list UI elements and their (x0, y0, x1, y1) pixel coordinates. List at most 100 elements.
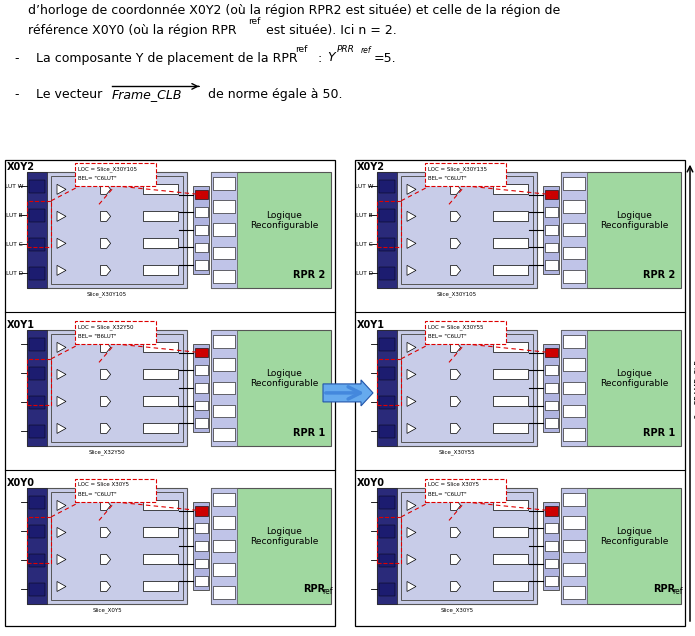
Bar (213, 247, 236, 259)
Bar (195, 523, 208, 533)
Text: LOC = Slice_X30Y55: LOC = Slice_X30Y55 (428, 324, 484, 329)
Bar (27, 330, 187, 446)
Bar (213, 586, 236, 598)
Polygon shape (450, 211, 461, 221)
Text: RPR: RPR (653, 584, 675, 594)
Bar (563, 223, 585, 236)
Text: LOC = Slice_X32Y50: LOC = Slice_X32Y50 (78, 324, 133, 329)
FancyBboxPatch shape (425, 163, 505, 186)
Bar (211, 330, 238, 446)
Bar (543, 186, 559, 274)
Bar (143, 424, 178, 433)
Bar (195, 418, 208, 428)
Bar (379, 525, 395, 538)
Bar (27, 488, 187, 604)
Text: Logique
Reconfigurable: Logique Reconfigurable (250, 527, 318, 546)
Text: RPR 1: RPR 1 (293, 428, 325, 438)
Text: ref: ref (295, 45, 307, 54)
Bar (377, 359, 401, 405)
Bar (193, 344, 209, 432)
Bar (213, 223, 236, 236)
Text: LUT D-: LUT D- (356, 271, 375, 276)
Bar (543, 502, 559, 590)
Polygon shape (101, 424, 111, 433)
Polygon shape (407, 370, 416, 380)
Bar (563, 428, 585, 441)
Bar (143, 342, 178, 352)
Bar (377, 172, 397, 288)
Bar (563, 493, 585, 506)
Polygon shape (57, 211, 66, 221)
Text: Slice_X30Y55: Slice_X30Y55 (439, 449, 475, 455)
Polygon shape (57, 396, 66, 406)
Bar (143, 211, 178, 221)
Polygon shape (407, 396, 416, 406)
Polygon shape (407, 211, 416, 221)
Bar (493, 238, 528, 248)
Bar (563, 539, 585, 552)
Text: de norme égale à 50.: de norme égale à 50. (204, 88, 343, 101)
Text: Logique
Reconfigurable: Logique Reconfigurable (600, 369, 669, 389)
Polygon shape (450, 501, 461, 511)
Bar (213, 200, 236, 213)
Polygon shape (407, 238, 416, 248)
Bar (29, 209, 45, 222)
Text: ref: ref (672, 587, 682, 596)
Bar (379, 554, 395, 567)
Bar (493, 555, 528, 565)
Bar (377, 517, 401, 563)
Bar (211, 172, 331, 288)
Bar (563, 382, 585, 394)
Text: LUT W-: LUT W- (354, 184, 375, 189)
Polygon shape (450, 424, 461, 433)
Bar (544, 348, 557, 357)
FancyBboxPatch shape (425, 480, 505, 502)
Polygon shape (57, 370, 66, 380)
Bar (29, 338, 45, 351)
Text: Logique
Reconfigurable: Logique Reconfigurable (600, 211, 669, 230)
Text: Slice_X32Y50: Slice_X32Y50 (89, 449, 125, 455)
Text: Slice_X30Y5: Slice_X30Y5 (441, 607, 473, 612)
Bar (355, 160, 685, 626)
Bar (29, 525, 45, 538)
Bar (143, 265, 178, 275)
Text: BEL= "C6LUT": BEL= "C6LUT" (428, 176, 466, 181)
Bar (51, 176, 183, 284)
Bar (29, 496, 45, 509)
Bar (27, 172, 47, 288)
Bar (493, 342, 528, 352)
Text: Frame_CLB: Frame_CLB (112, 88, 183, 101)
Bar (211, 488, 238, 604)
Polygon shape (450, 527, 461, 537)
Bar (213, 493, 236, 506)
Bar (195, 506, 208, 516)
Bar (213, 563, 236, 576)
Bar (544, 576, 557, 586)
Polygon shape (101, 370, 111, 380)
Bar (195, 383, 208, 393)
Bar (544, 541, 557, 551)
Bar (377, 201, 401, 247)
Bar (563, 586, 585, 598)
Polygon shape (407, 581, 416, 591)
Bar (27, 201, 51, 247)
Bar (561, 330, 681, 446)
Text: X0Y2: X0Y2 (7, 162, 35, 172)
Bar (195, 366, 208, 375)
Bar (544, 190, 557, 200)
Text: ref: ref (248, 17, 261, 26)
Polygon shape (57, 265, 66, 275)
Text: Logique
Reconfigurable: Logique Reconfigurable (250, 369, 318, 389)
Text: LUT C-: LUT C- (6, 242, 25, 247)
Bar (563, 270, 585, 282)
Polygon shape (407, 527, 416, 537)
Bar (143, 370, 178, 380)
Bar (195, 243, 208, 252)
Bar (193, 502, 209, 590)
Bar (401, 334, 533, 442)
Polygon shape (101, 265, 111, 275)
Bar (544, 559, 557, 569)
Bar (27, 330, 47, 446)
Bar (544, 225, 557, 235)
Polygon shape (407, 184, 416, 195)
